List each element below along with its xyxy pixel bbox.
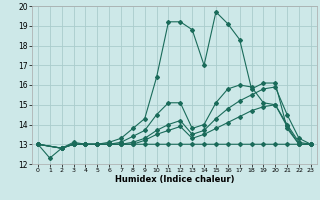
X-axis label: Humidex (Indice chaleur): Humidex (Indice chaleur) [115,175,234,184]
